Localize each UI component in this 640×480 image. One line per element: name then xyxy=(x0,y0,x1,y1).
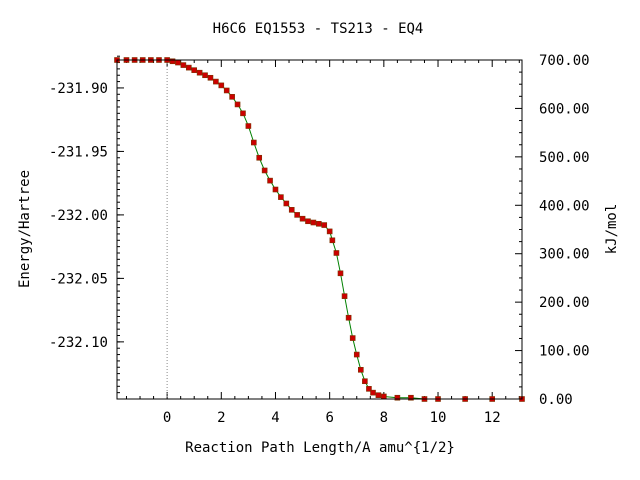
data-point xyxy=(267,177,273,184)
y-axis-label: Energy/Hartree xyxy=(17,170,33,288)
data-point xyxy=(358,366,364,373)
data-point xyxy=(305,218,311,225)
chart-title: H6C6 EQ1553 - TS213 - EQ4 xyxy=(213,21,424,37)
y2-tick-label: 600.00 xyxy=(539,101,590,117)
y2-tick-label: 400.00 xyxy=(539,198,590,214)
data-point xyxy=(207,74,214,81)
data-point xyxy=(169,58,176,65)
data-point xyxy=(370,389,376,396)
data-point xyxy=(256,154,263,161)
x-tick-label: 4 xyxy=(271,410,279,426)
axis-ticks: 0 2 4 6 8 10 12 -231.90 -231.95 -232.00 -232.05 -23… xyxy=(49,53,590,426)
data-point xyxy=(229,94,235,100)
data-point xyxy=(326,228,333,235)
data-point xyxy=(349,335,356,341)
data-point xyxy=(191,67,198,73)
data-point xyxy=(175,59,181,66)
data-point xyxy=(310,219,317,226)
plot-area xyxy=(114,57,525,402)
data-point xyxy=(283,200,290,207)
y2-tick-label: 300.00 xyxy=(539,247,590,263)
x-tick-label: 8 xyxy=(380,410,388,426)
data-point xyxy=(375,392,382,398)
y2-tick-label: 100.00 xyxy=(539,344,590,360)
data-point xyxy=(362,378,368,385)
y-tick-label: -232.05 xyxy=(49,271,108,287)
data-point xyxy=(366,386,372,392)
data-point xyxy=(251,139,257,146)
data-point xyxy=(185,64,192,71)
y-tick-label: -232.10 xyxy=(49,335,108,351)
data-point xyxy=(408,394,414,401)
data-point xyxy=(381,393,387,400)
y-tick-label: -232.00 xyxy=(49,208,108,224)
data-point xyxy=(218,82,225,89)
x-tick-label: 12 xyxy=(484,410,501,426)
y-tick-label: -231.90 xyxy=(49,81,108,97)
data-point xyxy=(234,101,241,108)
data-point xyxy=(321,222,328,228)
data-point xyxy=(353,351,360,358)
x-tick-label: 2 xyxy=(217,410,225,426)
y2-tick-label: 200.00 xyxy=(539,295,590,311)
data-point xyxy=(299,215,306,222)
data-point xyxy=(316,220,322,227)
y2-tick-label: 700.00 xyxy=(539,53,590,69)
data-point xyxy=(240,110,246,117)
x-tick-label: 6 xyxy=(325,410,333,426)
plot-frame xyxy=(116,59,523,400)
data-point xyxy=(202,72,208,79)
data-point xyxy=(278,194,284,200)
y-tick-label: -231.95 xyxy=(49,144,108,160)
data-point xyxy=(394,394,401,401)
data-point xyxy=(329,237,336,244)
y2-tick-label: 500.00 xyxy=(539,150,590,166)
data-point xyxy=(294,212,300,218)
data-point xyxy=(337,270,344,277)
data-point xyxy=(245,123,252,129)
y2-axis-label: kJ/mol xyxy=(604,204,620,255)
data-point xyxy=(196,69,203,76)
x-tick-label: 0 xyxy=(163,410,171,426)
data-point xyxy=(223,87,230,94)
data-point xyxy=(341,293,348,299)
y2-tick-label: 0.00 xyxy=(539,392,573,408)
series-line xyxy=(117,59,522,400)
x-axis-label: Reaction Path Length/A amu^{1/2} xyxy=(185,440,455,456)
data-point xyxy=(288,207,295,213)
data-point xyxy=(333,250,340,256)
data-point xyxy=(345,314,352,321)
data-point xyxy=(261,167,268,174)
data-point xyxy=(180,62,187,68)
data-point xyxy=(213,78,219,85)
data-point xyxy=(272,186,279,193)
x-tick-label: 10 xyxy=(430,410,447,426)
